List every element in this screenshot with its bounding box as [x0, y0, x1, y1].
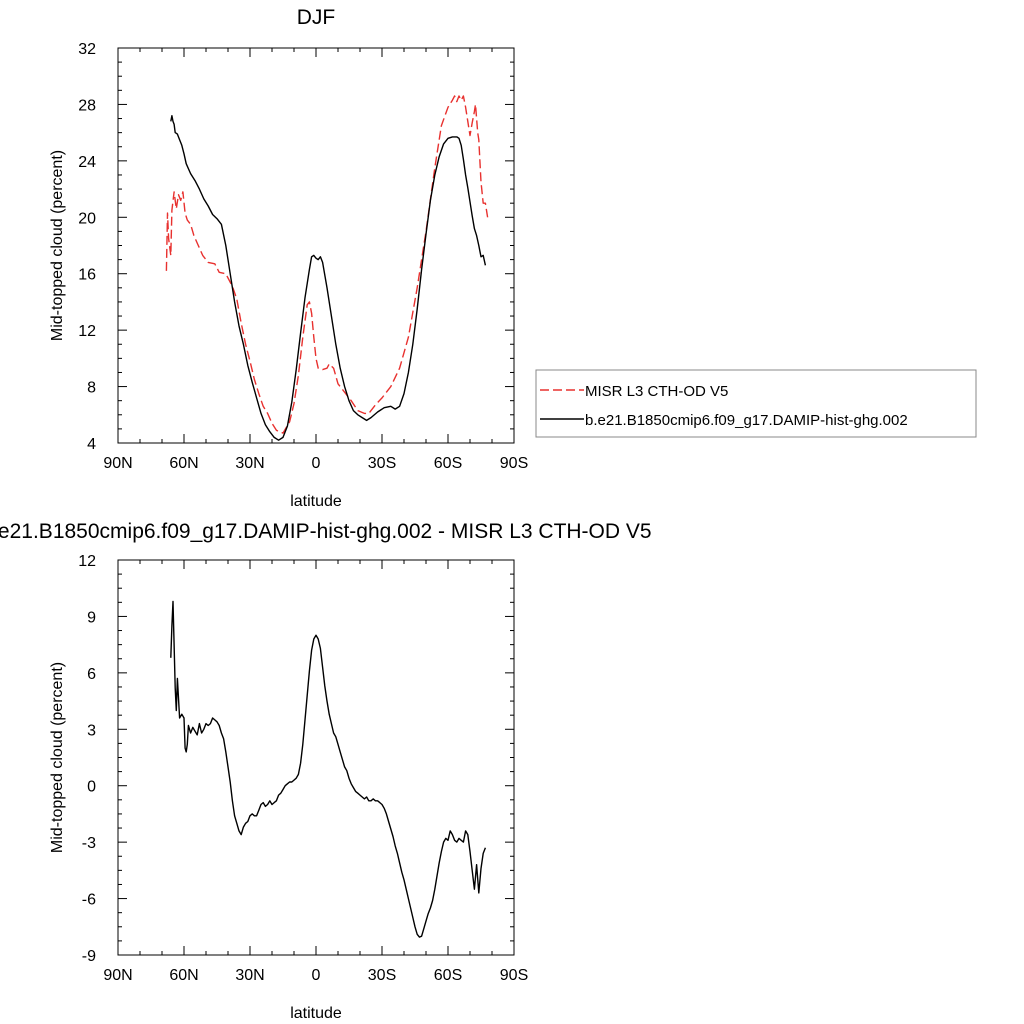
plot-frame	[117, 559, 515, 956]
x-tick-label: 30N	[235, 967, 264, 984]
x-tick-label: 0	[312, 967, 321, 984]
x-tick-label: 90N	[103, 455, 132, 472]
plot-frame	[117, 47, 515, 444]
series-line-0	[165, 95, 489, 434]
series-line-1	[170, 114, 487, 441]
x-tick-label: 0	[312, 455, 321, 472]
x-tick-label: 30N	[235, 455, 264, 472]
legend: MISR L3 CTH-OD V5 b.e21.B1850cmip6.f09_g1…	[535, 369, 977, 438]
x-tick-label: 60N	[169, 455, 198, 472]
x-tick-label: 30S	[368, 967, 396, 984]
y-tick-label: -3	[82, 835, 96, 852]
y-axis-label: Mid-topped cloud (percent)	[49, 150, 66, 341]
y-axis-label: Mid-topped cloud (percent)	[49, 662, 66, 853]
y-tick-label: -9	[82, 948, 96, 965]
y-tick-label: 3	[87, 722, 96, 739]
y-tick-label: 8	[87, 380, 96, 397]
y-tick-label: 9	[87, 609, 96, 626]
y-tick-label: 24	[78, 154, 96, 171]
x-tick-label: 30S	[368, 455, 396, 472]
top-panel: 90N 60N 30N 0 30S 60S 90S 4 8 12 16 20 24 28 32 latitud…	[49, 6, 977, 510]
x-tick-label: 60N	[169, 967, 198, 984]
y-tick-label: 12	[78, 553, 96, 570]
y-tick-label: 12	[78, 323, 96, 340]
chart-title: b.e21.B1850cmip6.f09_g17.DAMIP-hist-ghg.…	[0, 520, 652, 543]
x-tick-label: 90S	[500, 967, 528, 984]
x-tick-label: 60S	[434, 967, 462, 984]
y-tick-label: 0	[87, 779, 96, 796]
y-tick-label: 20	[78, 210, 96, 227]
y-tick-label: 28	[78, 97, 96, 114]
y-tick-label: 4	[87, 436, 96, 453]
y-tick-label: 16	[78, 267, 96, 284]
x-axis-label: latitude	[290, 493, 342, 510]
y-tick-label: 32	[78, 41, 96, 58]
x-tick-label: 60S	[434, 455, 462, 472]
series-line-0	[170, 600, 487, 938]
legend-entry-1: b.e21.B1850cmip6.f09_g17.DAMIP-hist-ghg.…	[585, 412, 908, 429]
legend-box	[535, 369, 977, 438]
bottom-panel: 90N 60N 30N 0 30S 60S 90S -9 -6 -3 0 3 6 9 12 latitude M…	[0, 520, 652, 1022]
x-tick-label: 90S	[500, 455, 528, 472]
x-tick-label: 90N	[103, 967, 132, 984]
y-tick-label: 6	[87, 666, 96, 683]
chart-title: DJF	[297, 6, 336, 29]
legend-entry-0: MISR L3 CTH-OD V5	[585, 383, 728, 400]
y-tick-label: -6	[82, 892, 96, 909]
x-axis-label: latitude	[290, 1005, 342, 1022]
